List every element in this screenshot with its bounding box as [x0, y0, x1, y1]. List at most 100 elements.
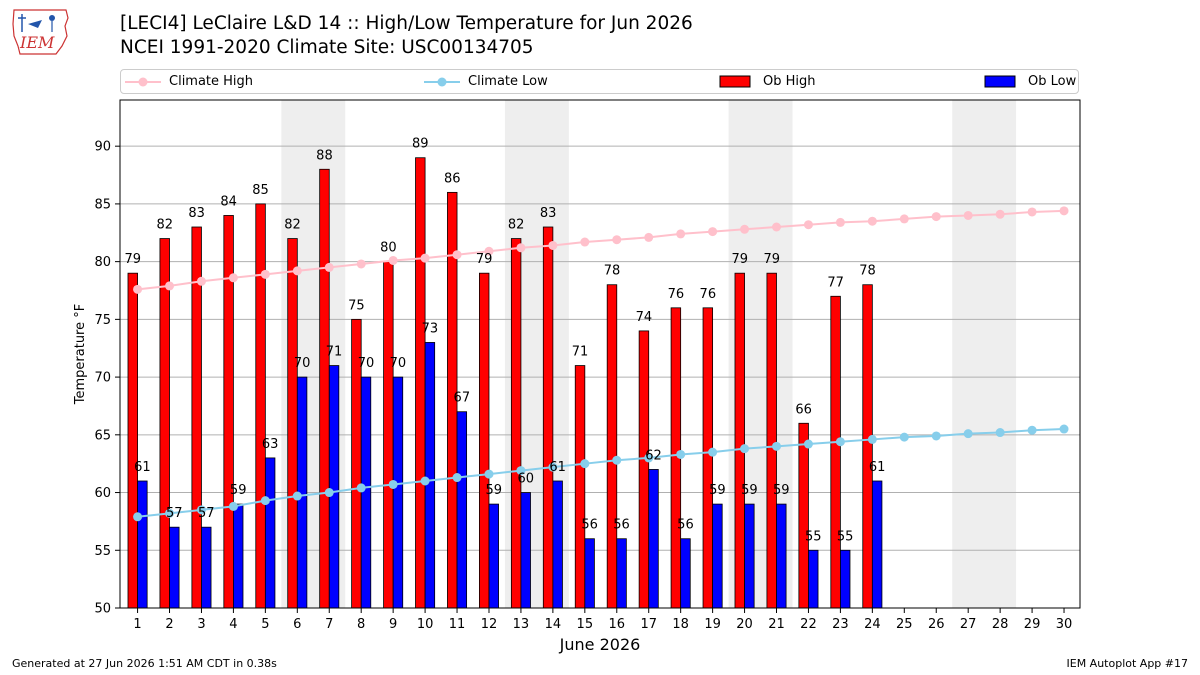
climate-high-point — [133, 284, 143, 294]
ob-high-label: 66 — [795, 402, 812, 417]
climate-low-point — [516, 466, 526, 476]
x-tick-label: 5 — [261, 617, 269, 632]
ob-low-label: 56 — [677, 518, 694, 533]
climate-high-point — [676, 229, 686, 239]
ob-low-label: 63 — [262, 437, 279, 452]
ob-high-label: 85 — [252, 183, 269, 198]
ob-low-bar — [839, 549, 851, 609]
ob-high-label: 78 — [859, 264, 876, 279]
climate-high-point — [931, 212, 941, 222]
climate-high-point — [612, 235, 622, 245]
ob-high-bar — [415, 157, 426, 609]
ob-high-label: 79 — [476, 252, 493, 267]
climate-high-point — [644, 232, 654, 242]
climate-low-point — [931, 431, 941, 441]
climate-high-point — [420, 253, 430, 263]
ob-high-bar — [734, 272, 745, 609]
x-tick-label: 24 — [864, 617, 881, 632]
ob-high-bar — [510, 238, 522, 609]
climate-high-point — [995, 209, 1005, 219]
ob-high-bar — [574, 365, 586, 609]
climate-high-point — [835, 217, 845, 227]
ob-low-bar — [712, 503, 723, 609]
y-tick-label: 70 — [94, 371, 111, 386]
climate-high-point — [867, 216, 877, 226]
climate-low-line — [137, 428, 1065, 518]
legend-label-ob-low: Ob Low — [1028, 74, 1077, 89]
climate-low-point — [708, 447, 718, 457]
ob-low-bar — [776, 503, 787, 609]
ob-high-bar — [702, 307, 714, 609]
ob-low-label: 59 — [709, 483, 726, 498]
ob-high-label: 82 — [284, 218, 301, 233]
climate-low-point — [260, 496, 270, 506]
climate-low-point — [612, 455, 622, 465]
x-tick-label: 25 — [896, 617, 913, 632]
climate-low-point — [133, 512, 143, 522]
ob-low-label: 55 — [805, 529, 822, 544]
x-tick-label: 27 — [960, 617, 977, 632]
x-tick-label: 8 — [357, 617, 365, 632]
x-tick-label: 15 — [577, 617, 594, 632]
ob-high-bar — [383, 261, 394, 609]
ob-high-label: 76 — [668, 287, 685, 302]
legend-label-climate-low: Climate Low — [468, 74, 548, 89]
y-tick-label: 65 — [94, 428, 111, 443]
ob-low-bar — [488, 503, 499, 609]
legend-label-climate-high: Climate High — [169, 74, 254, 89]
plot-frame — [119, 99, 1081, 609]
climate-low-point — [963, 429, 973, 439]
x-tick-label: 1 — [133, 617, 141, 632]
climate-high-line-icon — [125, 77, 161, 87]
y-tick-label: 80 — [94, 255, 111, 270]
climate-low-point — [740, 444, 750, 454]
ob-low-bar — [169, 526, 180, 609]
x-tick-label: 13 — [513, 617, 530, 632]
climate-high-point — [388, 255, 398, 265]
ob-high-label: 83 — [188, 206, 205, 221]
ob-low-bar — [648, 469, 659, 609]
ob-low-bar — [616, 538, 627, 609]
x-tick-label: 10 — [417, 617, 434, 632]
ob-high-bar — [606, 284, 618, 609]
climate-high-point — [292, 266, 302, 276]
ob-low-bar — [680, 538, 691, 609]
ob-low-label: 55 — [837, 529, 854, 544]
ob-high-label: 80 — [380, 241, 397, 256]
ob-low-label: 70 — [358, 356, 375, 371]
ob-low-label: 60 — [517, 472, 534, 487]
ob-high-bar — [159, 238, 170, 609]
x-tick-label: 11 — [449, 617, 466, 632]
y-tick-label: 55 — [94, 544, 111, 559]
climate-low-point — [388, 479, 398, 489]
ob-high-bar — [862, 284, 873, 609]
x-tick-label: 28 — [992, 617, 1009, 632]
y-tick-label: 90 — [94, 140, 111, 155]
climate-high-point — [324, 262, 334, 272]
ob-high-swatch-icon — [719, 75, 751, 88]
title-line-1: [LECI4] LeClaire L&D 14 :: High/Low Temp… — [120, 13, 693, 34]
ob-low-label: 61 — [549, 460, 566, 475]
x-tick-label: 30 — [1056, 617, 1073, 632]
y-tick-label: 60 — [94, 486, 111, 501]
x-tick-label: 7 — [325, 617, 333, 632]
ob-low-bar — [808, 549, 819, 609]
climate-high-point — [740, 224, 750, 234]
ob-low-label: 57 — [166, 506, 183, 521]
climate-high-point — [580, 237, 590, 247]
ob-low-bar — [520, 492, 531, 609]
climate-high-point — [899, 214, 909, 224]
ob-high-bar — [255, 203, 266, 609]
x-tick-label: 20 — [736, 617, 753, 632]
ob-high-label: 82 — [156, 218, 173, 233]
ob-high-label: 76 — [700, 287, 717, 302]
ob-low-label: 62 — [645, 448, 662, 463]
x-tick-label: 3 — [197, 617, 205, 632]
ob-high-label: 74 — [636, 310, 653, 325]
ob-low-bar — [456, 411, 468, 609]
climate-low-point — [1027, 425, 1037, 435]
ob-high-label: 82 — [508, 218, 525, 233]
climate-low-point — [772, 441, 782, 451]
ob-high-bar — [638, 330, 650, 609]
